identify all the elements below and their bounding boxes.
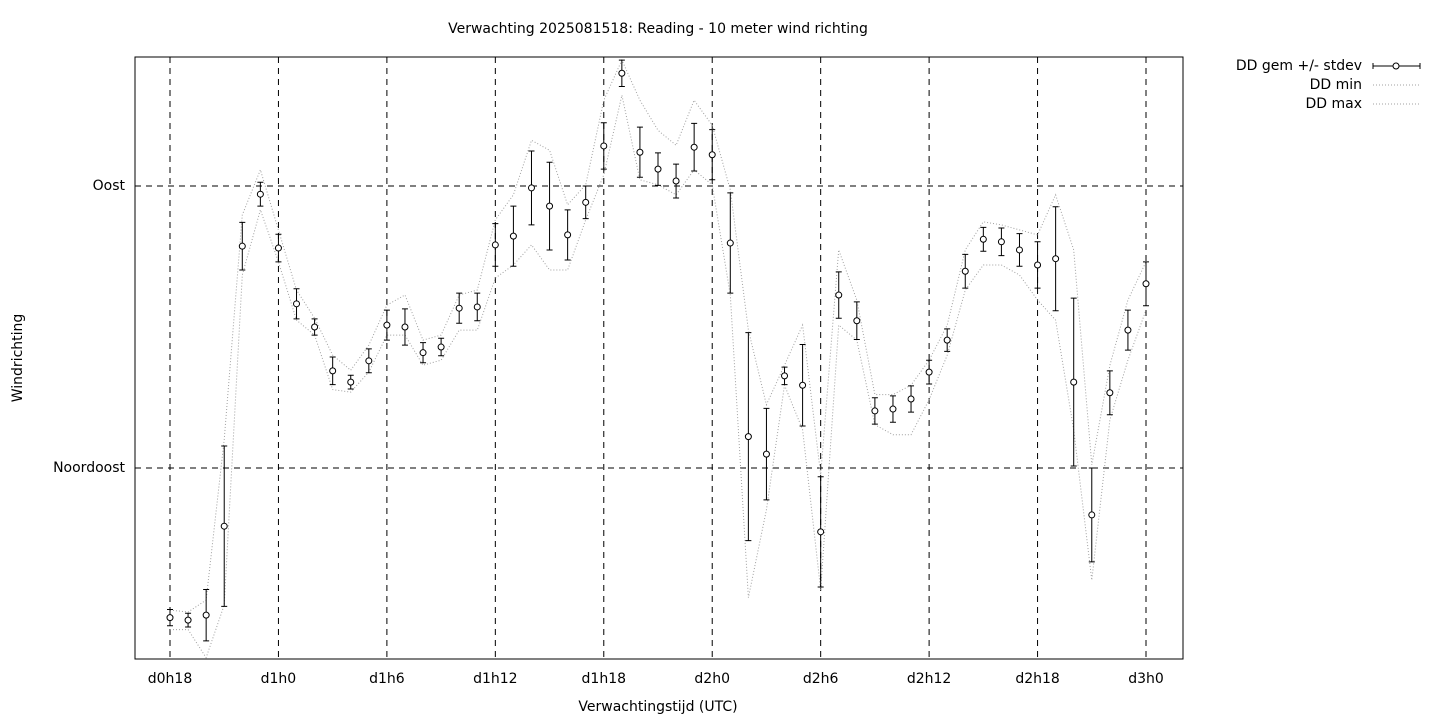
point	[744, 433, 752, 441]
point	[1034, 261, 1042, 269]
point	[582, 198, 590, 206]
point	[835, 291, 843, 299]
point	[293, 300, 301, 308]
point	[383, 321, 391, 329]
legend-label: DD min	[1310, 77, 1362, 93]
legend-label: DD gem +/- stdev	[1236, 58, 1362, 74]
legend-swatch	[1392, 62, 1400, 70]
point	[184, 616, 192, 624]
plot-frame	[134, 56, 1184, 660]
x-tick-label: d1h18	[582, 671, 626, 687]
point	[672, 177, 680, 185]
point	[365, 357, 373, 365]
point	[853, 317, 861, 325]
x-tick-label: d3h0	[1128, 671, 1164, 687]
point	[401, 323, 409, 331]
point	[1142, 280, 1150, 288]
point	[708, 151, 716, 159]
point	[600, 142, 608, 150]
point	[925, 368, 933, 376]
point	[1015, 246, 1023, 254]
point	[1124, 326, 1132, 334]
x-tick-label: d2h12	[907, 671, 951, 687]
x-tick-label: d2h6	[803, 671, 839, 687]
point	[202, 611, 210, 619]
x-tick-label: d1h6	[369, 671, 405, 687]
x-tick-label: d1h0	[261, 671, 297, 687]
point	[238, 242, 246, 250]
point	[1070, 378, 1078, 386]
point	[1106, 389, 1114, 397]
point	[564, 231, 572, 239]
point	[329, 367, 337, 375]
x-tick-label: d0h18	[148, 671, 192, 687]
point	[455, 304, 463, 312]
point	[220, 522, 228, 530]
legend-label: DD max	[1305, 96, 1362, 112]
point	[1088, 511, 1096, 519]
point	[654, 165, 662, 173]
point	[166, 614, 174, 622]
point	[961, 267, 969, 275]
point	[527, 184, 535, 192]
x-tick-label: d2h18	[1015, 671, 1059, 687]
point	[907, 395, 915, 403]
point	[274, 244, 282, 252]
point	[943, 336, 951, 344]
point	[979, 235, 987, 243]
y-tick-label: Oost	[93, 178, 126, 194]
point	[781, 372, 789, 380]
chart-title: Verwachting 2025081518: Reading - 10 met…	[448, 21, 868, 37]
x-tick-label: d1h12	[473, 671, 517, 687]
y-axis-label: Windrichting	[10, 314, 26, 403]
point	[473, 303, 481, 311]
y-tick-label: Noordoost	[53, 460, 125, 476]
point	[347, 378, 355, 386]
point	[799, 381, 807, 389]
point	[437, 343, 445, 351]
point	[1052, 255, 1060, 263]
point	[889, 405, 897, 413]
point	[871, 407, 879, 415]
point	[419, 349, 427, 357]
x-tick-label: d2h0	[694, 671, 730, 687]
point	[997, 238, 1005, 246]
point	[491, 241, 499, 249]
point	[690, 143, 698, 151]
x-axis-label: Verwachtingstijd (UTC)	[578, 699, 737, 715]
point	[618, 69, 626, 77]
point	[509, 232, 517, 240]
point	[256, 190, 264, 198]
point	[817, 528, 825, 536]
point	[762, 450, 770, 458]
point	[726, 239, 734, 247]
point	[546, 202, 554, 210]
point	[636, 148, 644, 156]
max-line	[169, 58, 1147, 613]
point	[311, 323, 319, 331]
